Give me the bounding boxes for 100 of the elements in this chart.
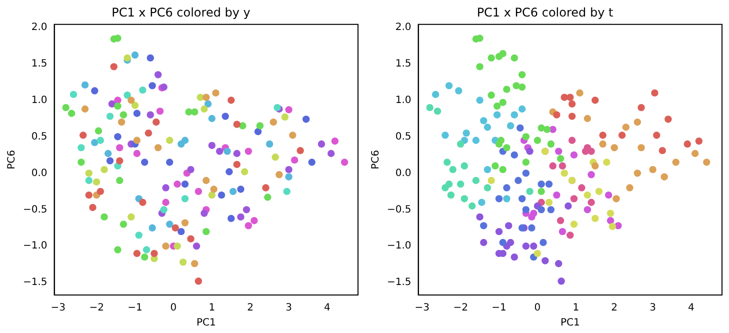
point	[106, 157, 114, 164]
x-tick-label: 3	[650, 302, 656, 314]
point	[456, 180, 464, 188]
y-tick-label: −1.0	[386, 240, 412, 252]
point	[510, 54, 518, 62]
point	[558, 278, 565, 285]
point	[603, 158, 610, 166]
point	[480, 238, 488, 246]
point	[204, 100, 212, 108]
point	[555, 148, 562, 155]
point	[493, 111, 501, 118]
point	[244, 222, 252, 230]
point	[194, 278, 202, 285]
point	[558, 228, 566, 236]
point	[442, 184, 449, 192]
point	[653, 132, 660, 139]
point	[162, 242, 170, 250]
x-tick-label: 0	[534, 302, 541, 314]
point	[582, 148, 590, 155]
point	[228, 96, 235, 104]
chart-title: PC1 x PC6 colored by t	[476, 5, 614, 20]
point	[80, 132, 87, 139]
y-tick-label: 0.0	[31, 168, 48, 179]
point	[522, 206, 530, 214]
x-tick-label: 2	[611, 302, 618, 314]
point	[187, 235, 194, 242]
y-axis-title: PC6	[370, 150, 382, 170]
point	[518, 84, 526, 91]
point	[244, 148, 252, 155]
point	[114, 133, 122, 140]
point	[166, 220, 174, 228]
chart-title: PC1 x PC6 colored by y	[112, 5, 250, 20]
point	[240, 168, 248, 176]
point	[540, 238, 547, 246]
x-tick-label: −3	[414, 302, 430, 314]
point	[499, 98, 506, 106]
point	[133, 150, 141, 158]
y-tick-label: 1.0	[395, 94, 412, 106]
point	[270, 118, 278, 126]
x-tick-label: 0	[170, 302, 177, 314]
point	[538, 180, 545, 188]
point	[460, 195, 468, 202]
point	[160, 206, 168, 214]
point	[262, 184, 270, 192]
point	[545, 198, 553, 206]
point	[166, 136, 174, 144]
point	[78, 158, 85, 166]
point	[595, 188, 603, 196]
point	[444, 158, 451, 166]
point	[285, 173, 292, 180]
point	[174, 180, 181, 188]
point	[250, 217, 258, 224]
point	[547, 140, 555, 148]
point	[499, 166, 506, 174]
point	[503, 195, 510, 202]
point	[89, 204, 96, 212]
point	[210, 186, 218, 193]
point	[78, 144, 85, 152]
point	[114, 102, 122, 110]
point	[131, 51, 139, 59]
point	[68, 110, 76, 117]
point	[120, 111, 128, 118]
point	[514, 176, 522, 184]
point	[181, 219, 189, 226]
point	[538, 124, 545, 132]
point	[495, 228, 503, 236]
point	[290, 156, 298, 164]
point	[543, 126, 551, 134]
x-tick-label: −3	[50, 302, 66, 314]
point	[503, 144, 510, 152]
point	[100, 213, 108, 221]
point	[560, 170, 568, 177]
point	[116, 157, 124, 164]
point	[503, 184, 510, 192]
point	[141, 253, 148, 261]
point	[553, 111, 560, 118]
point	[106, 112, 114, 120]
point	[592, 214, 599, 222]
point	[528, 224, 536, 232]
point	[566, 232, 574, 239]
point	[128, 96, 135, 104]
point	[426, 104, 434, 112]
point	[156, 108, 164, 115]
point	[484, 124, 492, 131]
point	[510, 111, 518, 118]
point	[237, 213, 244, 221]
y-tick-label: 2.0	[395, 22, 412, 33]
point	[618, 132, 626, 139]
point	[302, 116, 310, 123]
y-tick-label: 1.0	[31, 94, 48, 106]
point	[233, 150, 240, 158]
point	[530, 242, 538, 250]
point	[570, 151, 578, 159]
point	[534, 136, 542, 144]
point	[528, 213, 536, 221]
point	[534, 250, 542, 258]
point	[191, 260, 198, 268]
point	[94, 127, 102, 134]
point	[202, 176, 210, 184]
point	[144, 129, 152, 137]
